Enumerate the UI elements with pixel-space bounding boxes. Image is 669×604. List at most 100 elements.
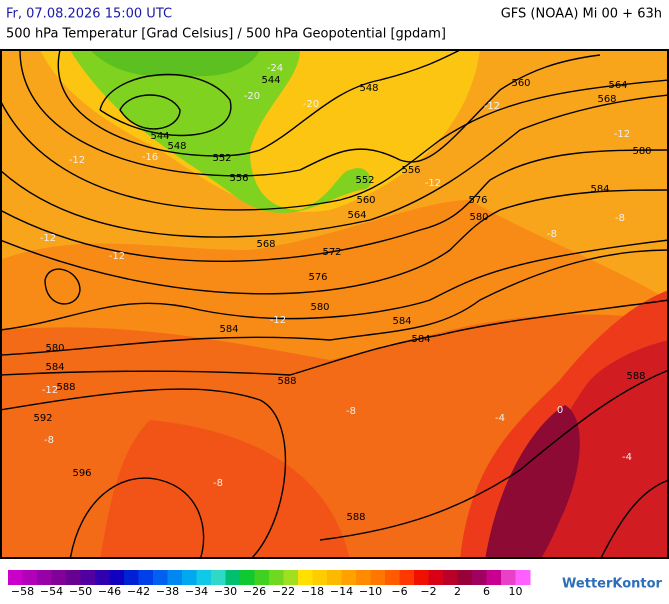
legend-label: −58 — [11, 585, 34, 598]
legend-swatch — [167, 570, 183, 585]
map-frame — [0, 49, 669, 559]
isotherm-label: -12 — [109, 251, 125, 262]
legend-swatch — [240, 570, 255, 585]
legend-swatch — [109, 570, 125, 585]
contour-label: 584 — [590, 184, 609, 195]
isotherm-label: -20 — [244, 91, 260, 102]
contour-label: 584 — [219, 324, 238, 335]
legend-swatch — [428, 570, 444, 585]
legend-swatch — [515, 570, 531, 585]
contour-label: 548 — [359, 83, 378, 94]
contour-label: 564 — [608, 80, 627, 91]
isotherm-label: -8 — [547, 229, 557, 240]
contour-label: 556 — [229, 173, 248, 184]
legend-swatch — [66, 570, 81, 585]
legend-swatch — [327, 570, 342, 585]
contour-label: 580 — [632, 146, 651, 157]
legend-swatch — [8, 570, 23, 585]
legend-swatch — [457, 570, 473, 585]
contour-label: 588 — [346, 512, 365, 523]
legend-label: −26 — [243, 585, 266, 598]
contour-label: 568 — [597, 94, 616, 105]
isotherm-label: 0 — [557, 405, 563, 416]
contour-label: 552 — [355, 175, 374, 186]
legend-label: −38 — [156, 585, 179, 598]
contour-label: 544 — [261, 75, 280, 86]
isotherm-label: -20 — [303, 99, 319, 110]
legend-label: −30 — [214, 585, 237, 598]
legend-swatch — [225, 570, 241, 585]
legend-swatch — [95, 570, 110, 585]
legend-swatch — [22, 570, 38, 585]
contour-label: 596 — [72, 468, 91, 479]
legend-swatch — [182, 570, 197, 585]
contour-label: 592 — [33, 413, 52, 424]
legend-swatch — [124, 570, 139, 585]
contour-label: 568 — [256, 239, 275, 250]
contour-label: 576 — [468, 195, 487, 206]
legend-swatch — [37, 570, 52, 585]
legend-swatch — [501, 570, 516, 585]
legend-swatch — [51, 570, 67, 585]
legend-swatch — [80, 570, 96, 585]
isotherm-label: -12 — [42, 385, 58, 396]
legend-swatch — [254, 570, 270, 585]
geopotential-contours — [1, 50, 668, 558]
isotherm-label: -24 — [267, 63, 283, 74]
isotherm-label: -4 — [622, 452, 632, 463]
legend-swatch — [472, 570, 487, 585]
isotherm-label: -12 — [40, 233, 56, 244]
legend-label: 2 — [454, 585, 461, 598]
contour-label: 556 — [401, 165, 420, 176]
run-time: Fr, 07.08.2026 15:00 UTC — [6, 7, 172, 22]
isotherm-label: -8 — [213, 478, 223, 489]
legend-swatch — [269, 570, 284, 585]
contour-label: 572 — [322, 247, 341, 258]
legend-label: −10 — [359, 585, 382, 598]
contour-label: 552 — [212, 153, 231, 164]
contour-label: 580 — [45, 343, 64, 354]
legend-label: −54 — [40, 585, 63, 598]
contour-label: 584 — [392, 316, 411, 327]
contour-label: 560 — [511, 78, 530, 89]
legend-swatch — [356, 570, 371, 585]
legend-swatch — [399, 570, 415, 585]
legend-swatch — [312, 570, 328, 585]
legend-label: 6 — [483, 585, 490, 598]
contour-label: 588 — [626, 371, 645, 382]
legend-swatch — [283, 570, 299, 585]
isotherm-label: -12 — [425, 178, 441, 189]
legend-swatch — [153, 570, 168, 585]
legend-label: −34 — [185, 585, 208, 598]
legend-swatch — [385, 570, 400, 585]
legend-swatch — [370, 570, 386, 585]
legend-swatch — [196, 570, 212, 585]
contour-label: 576 — [308, 272, 327, 283]
legend-label: −42 — [127, 585, 150, 598]
model-info: GFS (NOAA) Mi 00 + 63h — [501, 7, 662, 22]
contour-label: 560 — [356, 195, 375, 206]
contour-label: 544 — [150, 131, 169, 142]
contour-label: 580 — [310, 302, 329, 313]
contour-label: 548 — [167, 141, 186, 152]
legend-swatch — [341, 570, 357, 585]
logo: WetterKontor — [562, 577, 663, 592]
isotherm-label: -16 — [142, 152, 158, 163]
legend-label: −6 — [391, 585, 407, 598]
contour-label: 588 — [56, 382, 75, 393]
legend-label: −22 — [272, 585, 295, 598]
map-field — [1, 50, 668, 558]
legend-label: −14 — [330, 585, 353, 598]
legend-label: −2 — [420, 585, 436, 598]
contour-label: 584 — [45, 362, 64, 373]
contour-label: 584 — [411, 334, 430, 345]
contour-label: 580 — [469, 212, 488, 223]
subtitle: 500 hPa Temperatur [Grad Celsius] / 500 … — [6, 27, 446, 42]
legend-label: 10 — [509, 585, 523, 598]
legend-label: −18 — [301, 585, 324, 598]
isotherm-label: -12 — [270, 315, 286, 326]
isotherm-label: -8 — [44, 435, 54, 446]
legend-swatch — [298, 570, 313, 585]
legend-swatch — [138, 570, 154, 585]
